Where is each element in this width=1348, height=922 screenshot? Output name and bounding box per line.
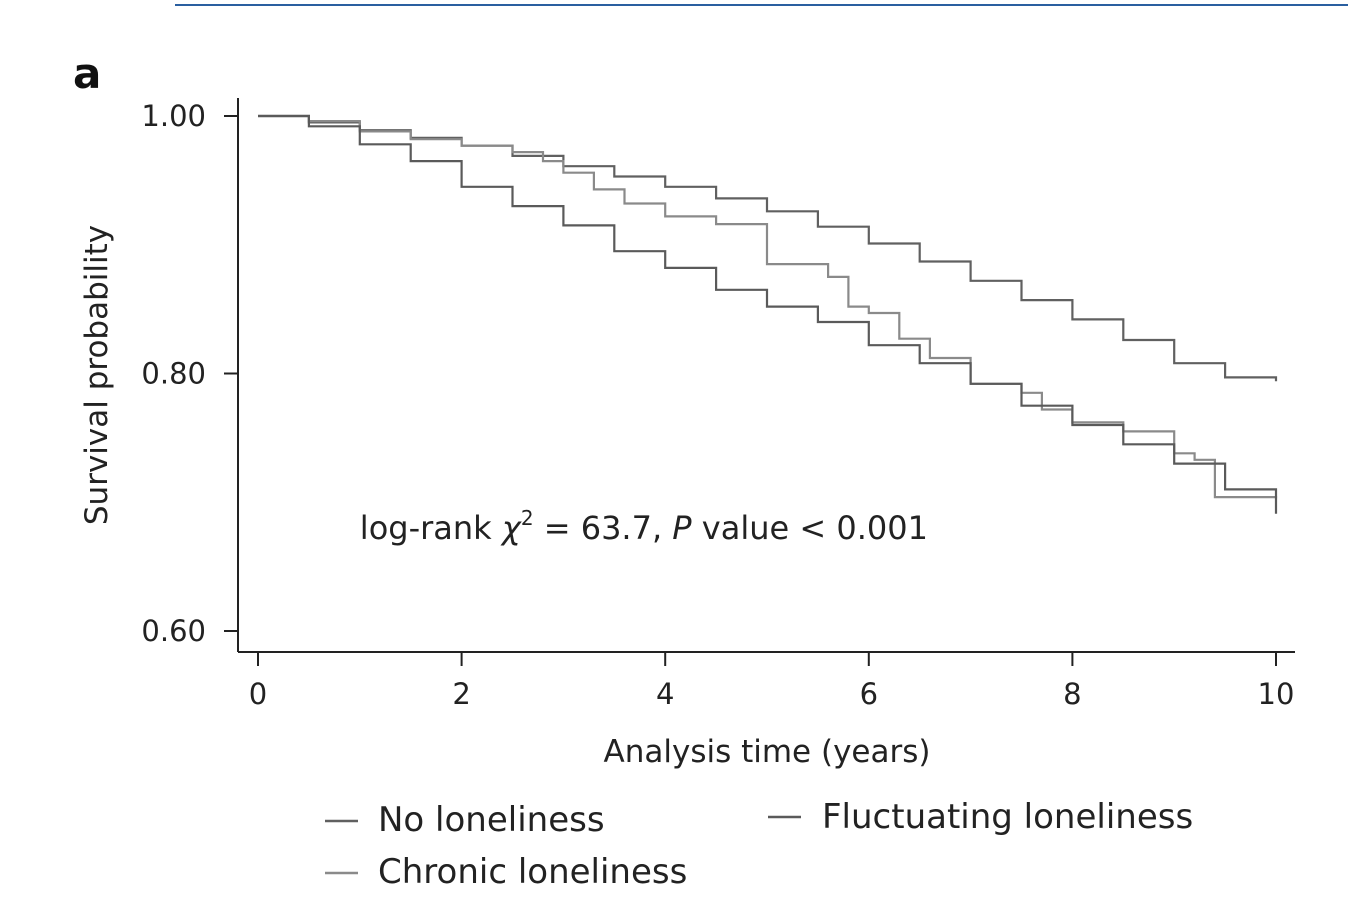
annotation-suffix: value < 0.001: [692, 509, 928, 547]
annotation-chi: χ: [500, 509, 522, 547]
x-tick-label: 4: [656, 677, 674, 711]
y-tick-label: 1.00: [141, 99, 206, 133]
series-line-fluctuating-loneliness: [258, 114, 1278, 514]
legend-label-no-loneliness: No loneliness: [378, 800, 605, 840]
x-tick-label: 2: [452, 677, 470, 711]
series-line-no-loneliness: [258, 114, 1278, 382]
x-axis-title: Analysis time (years): [604, 734, 931, 770]
annotation-p: P: [672, 509, 692, 547]
series-lines: [258, 114, 1278, 514]
legend-item-fluctuating-loneliness: Fluctuating loneliness: [768, 797, 1193, 837]
legend-item-no-loneliness: No loneliness: [325, 800, 605, 840]
axes: [237, 98, 1295, 653]
x-tick-label: 8: [1063, 677, 1081, 711]
x-tick-label: 10: [1258, 677, 1295, 711]
y-axis-title: Survival probability: [79, 225, 115, 525]
log-rank-annotation: log-rank χ2 = 63.7, P value < 0.001: [360, 506, 928, 547]
x-tick-label: 0: [249, 677, 267, 711]
y-tick-label: 0.60: [141, 614, 206, 648]
legend-label-chronic-loneliness: Chronic loneliness: [378, 852, 687, 892]
panel-label: a: [73, 49, 101, 98]
plot-area: 0.600.801.00 0 2 4 6 8 10 log-rank χ2 = 63.7,…: [141, 98, 1295, 711]
x-ticks: 0 2 4 6 8 10: [249, 652, 1295, 711]
annotation-middle: = 63.7,: [534, 509, 673, 547]
y-ticks: 0.60 0.80 1.00: [141, 99, 238, 648]
legend-item-chronic-loneliness: Chronic loneliness: [325, 852, 687, 892]
annotation-prefix: log-rank: [360, 509, 502, 547]
x-tick-label: 6: [860, 677, 878, 711]
legend: No loneliness Fluctuating loneliness Chr…: [325, 797, 1193, 892]
y-tick-label: 0.80: [141, 357, 206, 391]
legend-label-fluctuating-loneliness: Fluctuating loneliness: [822, 797, 1193, 837]
annotation-sup: 2: [521, 506, 534, 530]
